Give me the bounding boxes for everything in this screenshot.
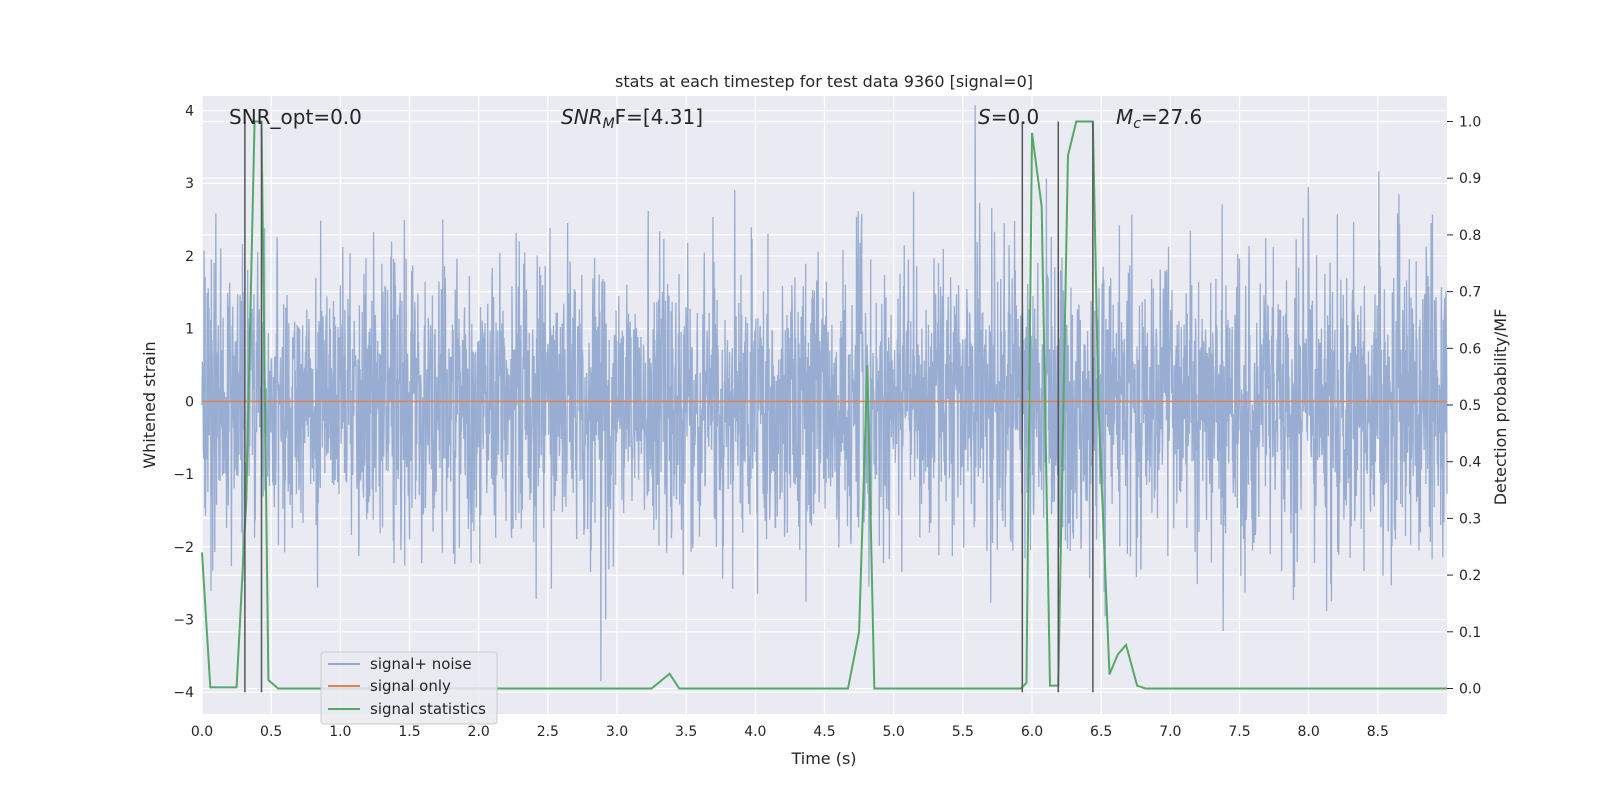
y-left-tick-label: 3	[185, 176, 194, 192]
y-axis-label-left: Whitened strain	[140, 341, 159, 468]
x-tick-label: 8.5	[1367, 724, 1389, 740]
y-left-tick-label: −4	[173, 685, 194, 701]
y-left-tick-label: 0	[185, 394, 194, 410]
signal-statistics-line	[201, 120, 1447, 690]
y-left-tick-label: −1	[173, 467, 194, 483]
y-right-tick-label: 0.2	[1459, 568, 1481, 584]
x-tick-label: 0.0	[191, 724, 213, 740]
y-right-tick-label: 0.0	[1459, 681, 1481, 697]
y-axis-label-right: Detection probability/MF	[1491, 309, 1510, 506]
x-tick-label: 4.0	[744, 724, 766, 740]
s-value: =0.0	[991, 105, 1040, 129]
x-tick-label: 0.5	[260, 724, 282, 740]
x-tick-label: 5.0	[883, 724, 905, 740]
y-right-tick-label: 0.8	[1459, 228, 1481, 244]
signal-plus-noise-line	[201, 105, 1448, 682]
series-signal-plus-noise	[201, 105, 1448, 682]
vertical-markers	[244, 121, 1094, 693]
y-right-tick-label: 0.1	[1459, 625, 1481, 641]
legend: signal+ noise signal only signal statist…	[320, 651, 498, 725]
x-tick-label: 3.5	[675, 724, 697, 740]
snr-mf-sub: M	[603, 116, 615, 132]
series-signal-statistics	[201, 120, 1447, 690]
y-right-tick-label: 0.7	[1459, 285, 1481, 301]
y-right-tick-label: 0.6	[1459, 341, 1481, 357]
x-tick-label: 1.0	[329, 724, 351, 740]
x-tick-label: 6.5	[1090, 724, 1112, 740]
x-tick-label: 2.5	[537, 724, 559, 740]
y-left-tick-label: 4	[185, 104, 194, 120]
mc-sub: c	[1133, 116, 1141, 132]
x-tick-label: 7.0	[1159, 724, 1181, 740]
legend-box	[320, 651, 498, 725]
mc-annotation: Mc=27.6	[1116, 105, 1202, 132]
chart-title: stats at each timestep for test data 936…	[615, 72, 1033, 91]
y-left-tick-label: 2	[185, 249, 194, 265]
legend-label-signal-plus-noise: signal+ noise	[370, 655, 472, 673]
y-right-tick-label: 0.9	[1459, 171, 1481, 187]
y-right-tick-label: 1.0	[1459, 115, 1481, 131]
snr-mf-suffix: F=[4.31]	[615, 105, 703, 129]
legend-label-signal-statistics: signal statistics	[370, 700, 486, 718]
snr-mf-annotation: SNRMF=[4.31]	[561, 105, 703, 132]
s-label: S	[978, 105, 991, 129]
axis-ticks: 0.0 0.5 1.0 1.5 2.0 2.5 3.0 3.5 4.0 4.5 5.0 5.5 6.0 6…	[173, 104, 1481, 740]
x-tick-label: 7.5	[1228, 724, 1250, 740]
y-left-tick-label: −3	[173, 612, 194, 628]
x-axis-label: Time (s)	[790, 749, 856, 768]
x-tick-label: 3.0	[606, 724, 628, 740]
legend-label-signal-only: signal only	[370, 677, 451, 695]
snr-mf-prefix: SNR	[561, 105, 603, 129]
mc-label: M	[1116, 105, 1133, 129]
x-tick-label: 2.0	[468, 724, 490, 740]
x-tick-label: 6.0	[1021, 724, 1043, 740]
y-right-tick-label: 0.3	[1459, 511, 1481, 527]
x-tick-label: 1.5	[398, 724, 420, 740]
y-right-tick-label: 0.5	[1459, 398, 1481, 414]
mc-value: =27.6	[1141, 105, 1202, 129]
y-left-tick-label: −2	[173, 540, 194, 556]
snr-opt-annotation: SNR_opt=0.0	[229, 105, 362, 129]
x-tick-label: 5.5	[952, 724, 974, 740]
x-tick-label: 8.0	[1298, 724, 1320, 740]
x-tick-label: 4.5	[813, 724, 835, 740]
y-left-tick-label: 1	[185, 322, 194, 338]
s-annotation: S=0.0	[978, 105, 1039, 129]
y-right-tick-label: 0.4	[1459, 455, 1481, 471]
